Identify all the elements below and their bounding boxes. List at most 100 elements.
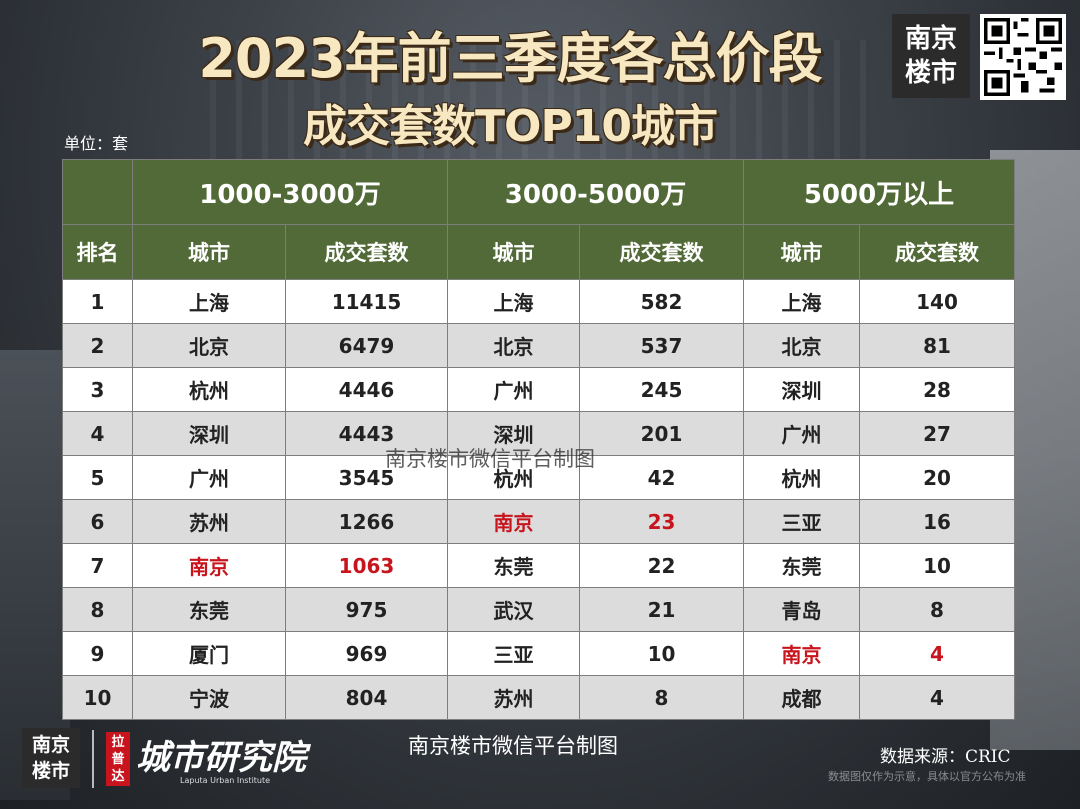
count-cell: 8 [579, 675, 744, 720]
count-cell: 42 [579, 455, 744, 500]
column-header-city: 城市 [132, 224, 286, 280]
count-cell: 6479 [285, 323, 448, 368]
table-row: 10 宁波 804 苏州 8 成都 4 [62, 675, 1015, 720]
rank-cell: 9 [62, 631, 133, 676]
count-cell: 10 [579, 631, 744, 676]
table-row: 3 杭州 4446 广州 245 深圳 28 [62, 367, 1015, 412]
city-cell: 上海 [447, 279, 580, 324]
count-cell: 245 [579, 367, 744, 412]
count-cell: 140 [859, 279, 1015, 324]
rank-cell: 6 [62, 499, 133, 544]
table-row: 7 南京 1063 东莞 22 东莞 10 [62, 543, 1015, 588]
city-cell: 深圳 [743, 367, 860, 412]
city-cell: 南京 [743, 631, 860, 676]
rank-cell: 5 [62, 455, 133, 500]
count-cell: 975 [285, 587, 448, 632]
rank-cell: 10 [62, 675, 133, 720]
city-cell: 南京 [447, 499, 580, 544]
table-row: 5 广州 3545 杭州 42 杭州 20 [62, 455, 1015, 500]
table-row: 2 北京 6479 北京 537 北京 81 [62, 323, 1015, 368]
count-cell: 20 [859, 455, 1015, 500]
city-cell: 广州 [743, 411, 860, 456]
city-cell: 三亚 [743, 499, 860, 544]
institute-english-name: Laputa Urban Institute [180, 776, 271, 785]
footer-brand-logo: 南京楼市 [22, 728, 80, 788]
brand-logo: 南京楼市 [892, 14, 970, 98]
count-cell: 1063 [285, 543, 448, 588]
count-cell: 8 [859, 587, 1015, 632]
count-cell: 4443 [285, 411, 448, 456]
count-cell: 804 [285, 675, 448, 720]
city-cell: 杭州 [743, 455, 860, 500]
count-cell: 28 [859, 367, 1015, 412]
city-cell: 北京 [132, 323, 286, 368]
city-cell: 北京 [743, 323, 860, 368]
rank-cell: 2 [62, 323, 133, 368]
city-cell: 广州 [447, 367, 580, 412]
city-cell: 东莞 [743, 543, 860, 588]
price-band-header: 3000-5000万 [447, 159, 744, 225]
rank-cell: 8 [62, 587, 133, 632]
rank-cell: 1 [62, 279, 133, 324]
column-header-count: 成交套数 [859, 224, 1015, 280]
city-cell: 东莞 [447, 543, 580, 588]
count-cell: 4446 [285, 367, 448, 412]
price-band-header: 1000-3000万 [132, 159, 448, 225]
rank-cell: 7 [62, 543, 133, 588]
city-cell: 东莞 [132, 587, 286, 632]
table-row: 8 东莞 975 武汉 21 青岛 8 [62, 587, 1015, 632]
table-row: 9 厦门 969 三亚 10 南京 4 [62, 631, 1015, 676]
column-header-row: 排名 城市 成交套数 城市 成交套数 城市 成交套数 [62, 224, 1015, 280]
city-cell: 北京 [447, 323, 580, 368]
background-building [210, 40, 870, 180]
laputa-badge-text: 拉普达 [111, 735, 125, 784]
city-cell: 上海 [743, 279, 860, 324]
rank-cell: 4 [62, 411, 133, 456]
laputa-badge: 拉普达 [106, 732, 130, 786]
city-cell: 青岛 [743, 587, 860, 632]
institute-name: 城市研究院 [136, 738, 306, 778]
count-cell: 11415 [285, 279, 448, 324]
city-cell: 成都 [743, 675, 860, 720]
city-cell: 杭州 [132, 367, 286, 412]
count-cell: 22 [579, 543, 744, 588]
ranking-table: 1000-3000万 3000-5000万 5000万以上 排名 城市 成交套数… [62, 159, 1015, 720]
city-cell: 上海 [132, 279, 286, 324]
city-cell: 杭州 [447, 455, 580, 500]
count-cell: 1266 [285, 499, 448, 544]
count-cell: 10 [859, 543, 1015, 588]
column-header-city: 城市 [447, 224, 580, 280]
qr-code [980, 14, 1066, 100]
table-row: 1 上海 11415 上海 582 上海 140 [62, 279, 1015, 324]
footer-credit: 南京楼市微信平台制图 [408, 734, 618, 758]
footer-brand-logo-text: 南京楼市 [31, 734, 70, 782]
title-line-1: 2023年前三季度各总价段 [198, 27, 822, 90]
city-cell: 苏州 [447, 675, 580, 720]
corner-cell [62, 159, 133, 225]
city-cell: 武汉 [447, 587, 580, 632]
count-cell: 16 [859, 499, 1015, 544]
count-cell: 4 [859, 631, 1015, 676]
disclaimer: 数据图仅作为示意，具体以官方公布为准 [828, 770, 1026, 783]
count-cell: 537 [579, 323, 744, 368]
city-cell: 南京 [132, 543, 286, 588]
count-cell: 4 [859, 675, 1015, 720]
city-cell: 广州 [132, 455, 286, 500]
count-cell: 81 [859, 323, 1015, 368]
count-cell: 201 [579, 411, 744, 456]
table-row: 6 苏州 1266 南京 23 三亚 16 [62, 499, 1015, 544]
city-cell: 深圳 [447, 411, 580, 456]
data-source: 数据来源：CRIC [880, 747, 1011, 767]
city-cell: 苏州 [132, 499, 286, 544]
count-cell: 3545 [285, 455, 448, 500]
count-cell: 27 [859, 411, 1015, 456]
column-header-count: 成交套数 [579, 224, 744, 280]
city-cell: 深圳 [132, 411, 286, 456]
column-header-city: 城市 [743, 224, 860, 280]
count-cell: 23 [579, 499, 744, 544]
price-band-header: 5000万以上 [743, 159, 1015, 225]
count-cell: 582 [579, 279, 744, 324]
footer-divider [92, 730, 94, 788]
column-header-rank: 排名 [62, 224, 133, 280]
background-left [0, 350, 70, 800]
